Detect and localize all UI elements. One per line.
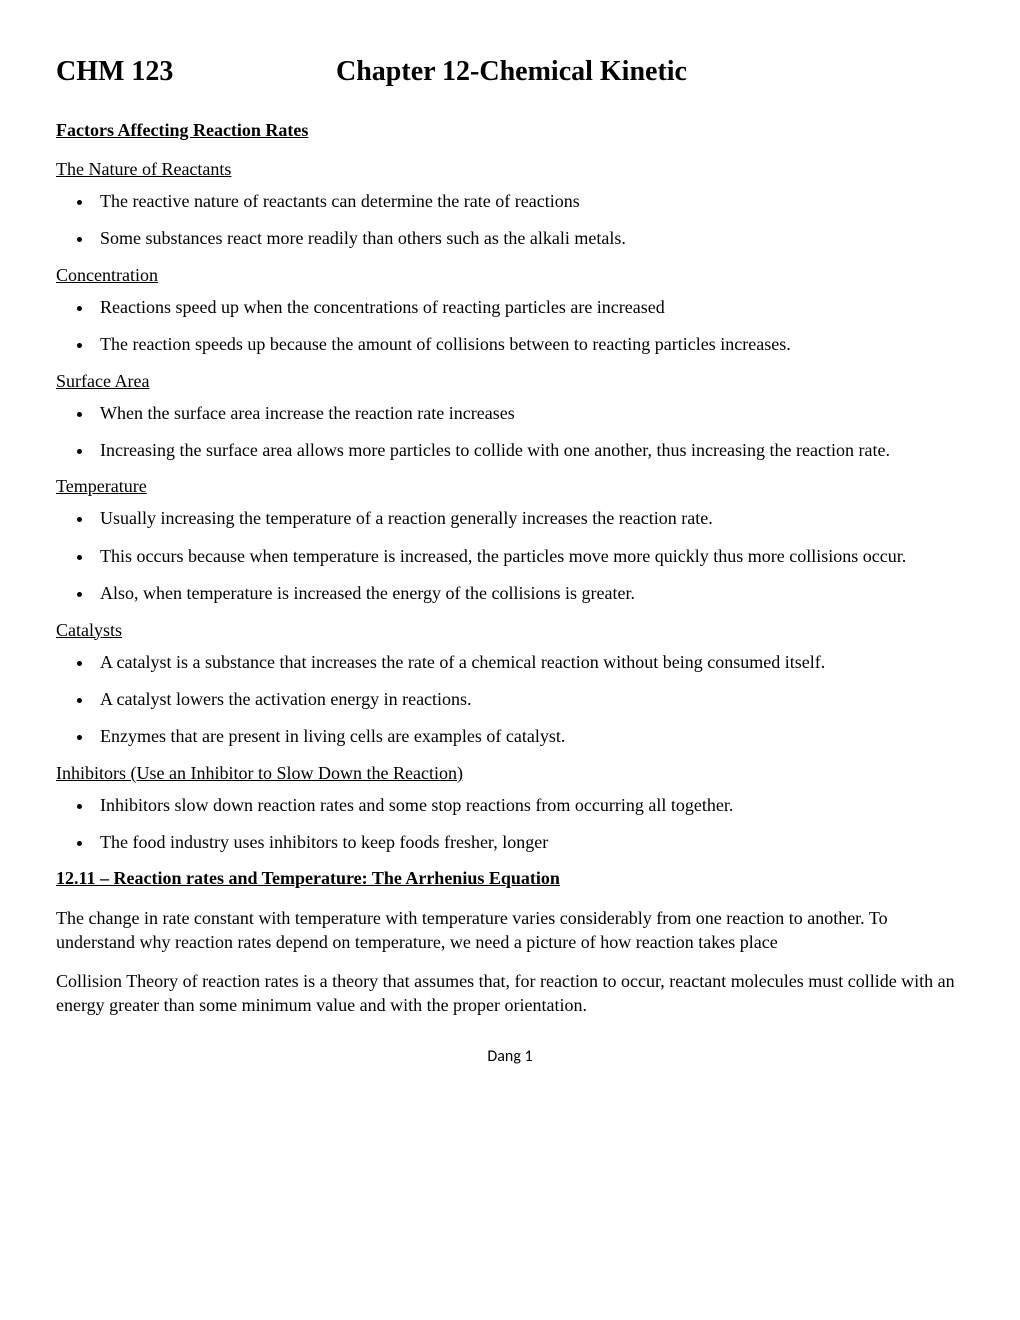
list-item: Also, when temperature is increased the …: [94, 582, 964, 605]
list-inhibitors: Inhibitors slow down reaction rates and …: [56, 794, 964, 855]
list-item: Usually increasing the temperature of a …: [94, 507, 964, 530]
list-item: Inhibitors slow down reaction rates and …: [94, 794, 964, 817]
subheading-concentration: Concentration: [56, 265, 964, 286]
list-item: A catalyst is a substance that increases…: [94, 651, 964, 674]
list-surface-area: When the surface area increase the react…: [56, 402, 964, 463]
list-nature: The reactive nature of reactants can det…: [56, 190, 964, 251]
list-item: A catalyst lowers the activation energy …: [94, 688, 964, 711]
list-temperature: Usually increasing the temperature of a …: [56, 507, 964, 605]
subheading-catalysts: Catalysts: [56, 620, 964, 641]
section-heading-arrhenius: 12.11 – Reaction rates and Temperature: …: [56, 868, 964, 889]
list-item: The reaction speeds up because the amoun…: [94, 333, 964, 356]
chapter-title: Chapter 12-Chemical Kinetic: [336, 56, 687, 88]
list-catalysts: A catalyst is a substance that increases…: [56, 651, 964, 749]
page-footer: Dang 1: [56, 1047, 964, 1066]
page-title: CHM 123 Chapter 12-Chemical Kinetic: [56, 56, 964, 88]
list-item: This occurs because when temperature is …: [94, 545, 964, 568]
document-page: CHM 123 Chapter 12-Chemical Kinetic Fact…: [0, 0, 1020, 1086]
paragraph: Collision Theory of reaction rates is a …: [56, 970, 964, 1017]
list-item: Some substances react more readily than …: [94, 227, 964, 250]
list-item: When the surface area increase the react…: [94, 402, 964, 425]
list-item: The food industry uses inhibitors to kee…: [94, 831, 964, 854]
list-item: Increasing the surface area allows more …: [94, 439, 964, 462]
subheading-temperature: Temperature: [56, 476, 964, 497]
course-code: CHM 123: [56, 56, 336, 88]
list-item: Reactions speed up when the concentratio…: [94, 296, 964, 319]
list-item: Enzymes that are present in living cells…: [94, 725, 964, 748]
paragraph: The change in rate constant with tempera…: [56, 907, 964, 954]
list-item: The reactive nature of reactants can det…: [94, 190, 964, 213]
subheading-inhibitors: Inhibitors (Use an Inhibitor to Slow Dow…: [56, 763, 964, 784]
subheading-nature: The Nature of Reactants: [56, 159, 964, 180]
subheading-surface-area: Surface Area: [56, 371, 964, 392]
section-heading-factors: Factors Affecting Reaction Rates: [56, 120, 964, 141]
list-concentration: Reactions speed up when the concentratio…: [56, 296, 964, 357]
